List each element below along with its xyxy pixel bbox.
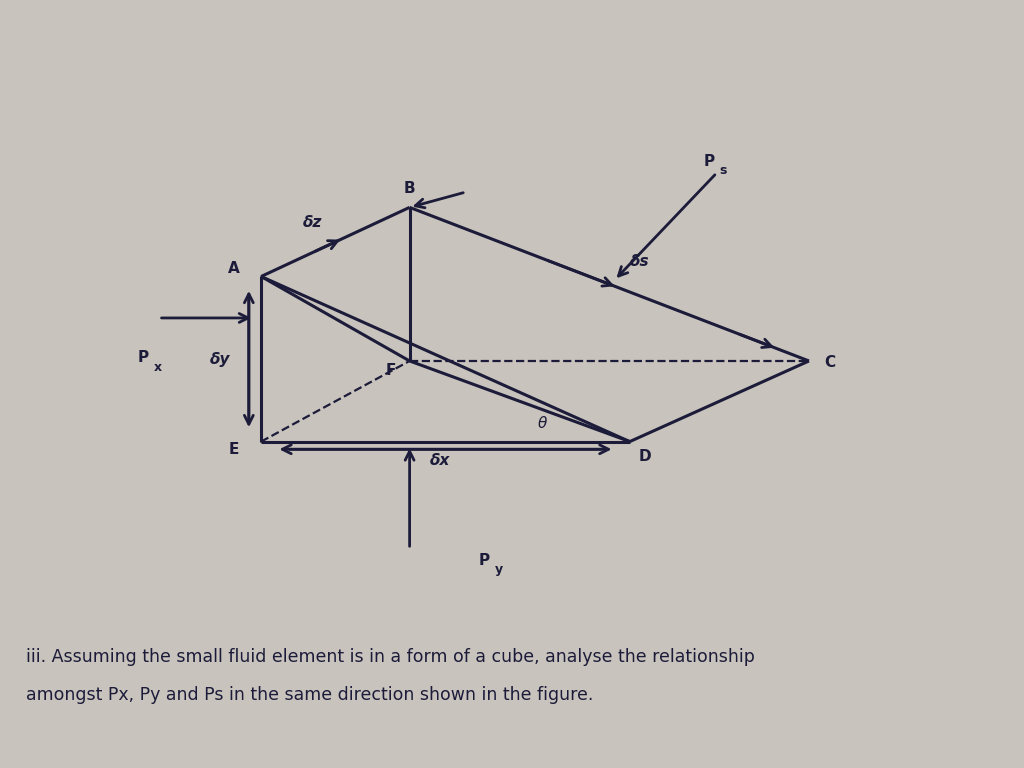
Text: y: y <box>495 564 503 576</box>
Text: iii. Assuming the small fluid element is in a form of a cube, analyse the relati: iii. Assuming the small fluid element is… <box>26 647 755 666</box>
Text: E: E <box>228 442 239 457</box>
Text: δs: δs <box>630 253 650 269</box>
Text: θ: θ <box>538 416 548 432</box>
Text: x: x <box>154 361 162 373</box>
Text: D: D <box>639 449 651 465</box>
Text: F: F <box>386 363 396 379</box>
Text: P: P <box>703 154 715 169</box>
Text: B: B <box>403 180 416 196</box>
Text: C: C <box>824 355 835 370</box>
Text: δz: δz <box>303 215 322 230</box>
Text: P: P <box>137 350 148 366</box>
Text: s: s <box>720 164 727 177</box>
Text: δx: δx <box>430 453 451 468</box>
Text: amongst Px, Py and Ps in the same direction shown in the figure.: amongst Px, Py and Ps in the same direct… <box>26 686 593 704</box>
Text: P: P <box>478 553 489 568</box>
Text: δy: δy <box>210 352 230 367</box>
Text: A: A <box>227 261 240 276</box>
